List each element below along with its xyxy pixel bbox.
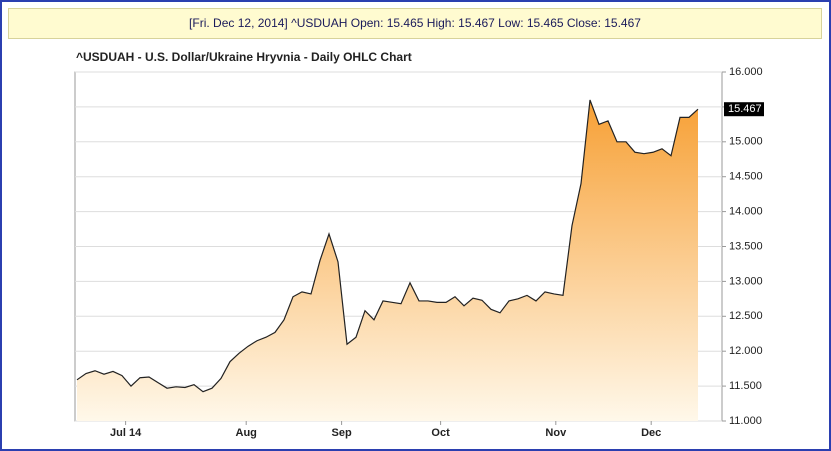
x-tick-label: Aug — [236, 427, 257, 439]
y-tick-label: 12.000 — [729, 345, 763, 357]
x-tick-label: Sep — [332, 427, 352, 439]
x-tick-label: Nov — [545, 427, 567, 439]
y-tick-label: 14.500 — [729, 171, 763, 183]
y-tick-label: 13.000 — [729, 275, 763, 287]
last-value-box — [724, 102, 764, 117]
x-tick-label: Dec — [641, 427, 661, 439]
quote-header: [Fri. Dec 12, 2014] ^USDUAH Open: 15.465… — [8, 8, 822, 39]
y-tick-label: 14.000 — [729, 206, 763, 218]
last-value-label: 15.467 — [728, 103, 762, 115]
y-tick-label: 15.000 — [729, 136, 763, 148]
y-tick-label: 11.500 — [729, 380, 762, 392]
x-tick-label: Oct — [431, 427, 450, 439]
y-tick-label: 11.000 — [729, 415, 762, 427]
chart-title: ^USDUAH - U.S. Dollar/Ukraine Hryvnia - … — [76, 50, 412, 64]
y-tick-label: 12.500 — [729, 310, 763, 322]
area — [77, 99, 698, 422]
y-tick-label: 13.500 — [729, 240, 763, 252]
line — [76, 99, 699, 393]
y-tick-label: 16.000 — [729, 66, 763, 78]
x-tick-label: Jul 14 — [110, 427, 142, 439]
